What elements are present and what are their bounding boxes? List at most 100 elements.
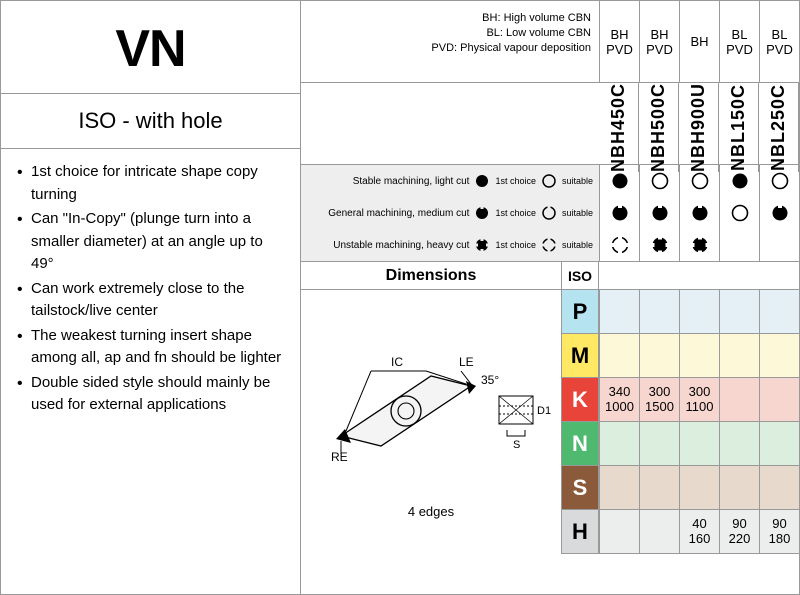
gen-icon bbox=[475, 206, 489, 220]
legend-line: BL: Low volume CBN bbox=[309, 26, 591, 41]
suit-col bbox=[679, 165, 719, 261]
grade-code: NBH900U bbox=[679, 83, 719, 172]
feature-list: 1st choice for intricate shape copy turn… bbox=[1, 149, 300, 431]
material-cell bbox=[759, 422, 799, 466]
material-cell bbox=[719, 290, 759, 334]
blank bbox=[599, 262, 799, 290]
title-box: VN bbox=[1, 1, 300, 94]
material-cell bbox=[759, 466, 799, 510]
suit-col bbox=[759, 165, 799, 261]
edges-note: 4 edges bbox=[408, 504, 454, 519]
material-cell bbox=[599, 466, 639, 510]
dimensions-body: IC LE 35° RE D1 bbox=[301, 290, 561, 554]
material-cell bbox=[719, 466, 759, 510]
material-cell bbox=[759, 334, 799, 378]
material-cell bbox=[759, 378, 799, 422]
suit-cell bbox=[680, 197, 719, 229]
grade-coating: BH bbox=[679, 1, 719, 82]
suit-text: General machining, medium cut bbox=[328, 208, 469, 219]
material-cell: 3401000 bbox=[599, 378, 639, 422]
suit-cell bbox=[720, 229, 759, 261]
material-cell bbox=[639, 422, 679, 466]
grade-coating: BH PVD bbox=[599, 1, 639, 82]
material-cell bbox=[599, 422, 639, 466]
solid-circle-icon bbox=[475, 174, 489, 188]
material-cell: 3001100 bbox=[679, 378, 719, 422]
material-cell bbox=[639, 334, 679, 378]
choice-label: 1st choice bbox=[495, 240, 536, 250]
suit-cell bbox=[760, 197, 799, 229]
legend-line: PVD: Physical vapour deposition bbox=[309, 41, 591, 56]
suitability-block: Stable machining, light cut 1st choice s… bbox=[301, 165, 799, 262]
ring-icon bbox=[542, 174, 556, 188]
suit-col bbox=[639, 165, 679, 261]
material-cell bbox=[599, 334, 639, 378]
grade-coating: BL PVD bbox=[719, 1, 759, 82]
material-cell bbox=[759, 290, 799, 334]
left-column: VN ISO - with hole 1st choice for intric… bbox=[1, 1, 301, 594]
grade-code: NBH450C bbox=[599, 83, 639, 172]
suit-cell bbox=[600, 197, 639, 229]
suit-cell bbox=[720, 197, 759, 229]
gen-ring-icon bbox=[542, 206, 556, 220]
grade-code-row: NBH450C NBH500C NBH900U NBL150C NBL250C bbox=[301, 83, 799, 165]
grade-coating: BH PVD bbox=[639, 1, 679, 82]
choice-label: 1st choice bbox=[495, 176, 536, 186]
svg-text:D1: D1 bbox=[537, 405, 551, 417]
re-label: RE bbox=[331, 450, 348, 464]
suit-row-label: General machining, medium cut 1st choice… bbox=[301, 197, 599, 229]
material-cell: 90220 bbox=[719, 510, 759, 554]
heavy-icon bbox=[475, 238, 489, 252]
material-cell bbox=[719, 378, 759, 422]
legend-line: BH: High volume CBN bbox=[309, 11, 591, 26]
iso-material-M: M bbox=[561, 334, 599, 378]
page: VN ISO - with hole 1st choice for intric… bbox=[0, 0, 800, 595]
suitable-label: suitable bbox=[562, 240, 593, 250]
material-cell: 90180 bbox=[759, 510, 799, 554]
subtitle-box: ISO - with hole bbox=[1, 94, 300, 149]
suitable-label: suitable bbox=[562, 176, 593, 186]
right-column: BH: High volume CBN BL: Low volume CBN P… bbox=[301, 1, 799, 594]
material-cell bbox=[679, 334, 719, 378]
material-cell: 3001500 bbox=[639, 378, 679, 422]
suit-cell bbox=[640, 197, 679, 229]
material-cell bbox=[679, 290, 719, 334]
material-cell bbox=[639, 466, 679, 510]
shape-code: VN bbox=[1, 19, 300, 79]
le-label: LE bbox=[459, 355, 474, 369]
grade-coating: BL PVD bbox=[759, 1, 799, 82]
top-row: BH: High volume CBN BL: Low volume CBN P… bbox=[301, 1, 799, 83]
bullet: 1st choice for intricate shape copy turn… bbox=[17, 161, 284, 206]
material-cell bbox=[639, 290, 679, 334]
material-cell bbox=[719, 422, 759, 466]
suit-row-label: Stable machining, light cut 1st choice s… bbox=[301, 165, 599, 197]
bullet: Double sided style should mainly be used… bbox=[17, 372, 284, 417]
material-cell bbox=[719, 334, 759, 378]
suit-cell bbox=[600, 229, 639, 261]
angle-label: 35° bbox=[481, 373, 499, 387]
suit-cell bbox=[760, 229, 799, 261]
subtitle: ISO - with hole bbox=[78, 108, 222, 133]
suitability-labels: Stable machining, light cut 1st choice s… bbox=[301, 165, 599, 261]
spacer bbox=[301, 83, 599, 172]
bullet: Can work extremely close to the tailstoc… bbox=[17, 278, 284, 323]
material-cell bbox=[679, 422, 719, 466]
bullet: The weakest turning insert shape among a… bbox=[17, 325, 284, 370]
material-cell: 40160 bbox=[679, 510, 719, 554]
material-cell bbox=[599, 510, 639, 554]
suit-row-label: Unstable machining, heavy cut 1st choice… bbox=[301, 229, 599, 261]
svg-text:S: S bbox=[513, 439, 520, 451]
iso-material-K: K bbox=[561, 378, 599, 422]
choice-label: 1st choice bbox=[495, 208, 536, 218]
iso-material-H: H bbox=[561, 510, 599, 554]
suitable-label: suitable bbox=[562, 208, 593, 218]
suit-col bbox=[719, 165, 759, 261]
material-cell bbox=[599, 290, 639, 334]
grade-code: NBH500C bbox=[639, 83, 679, 172]
iso-header: ISO bbox=[561, 262, 599, 290]
legend: BH: High volume CBN BL: Low volume CBN P… bbox=[301, 1, 599, 82]
bullet: Can "In-Copy" (plunge turn into a smalle… bbox=[17, 208, 284, 276]
material-cell bbox=[679, 466, 719, 510]
dimensions-header: Dimensions bbox=[301, 262, 561, 290]
iso-material-S: S bbox=[561, 466, 599, 510]
